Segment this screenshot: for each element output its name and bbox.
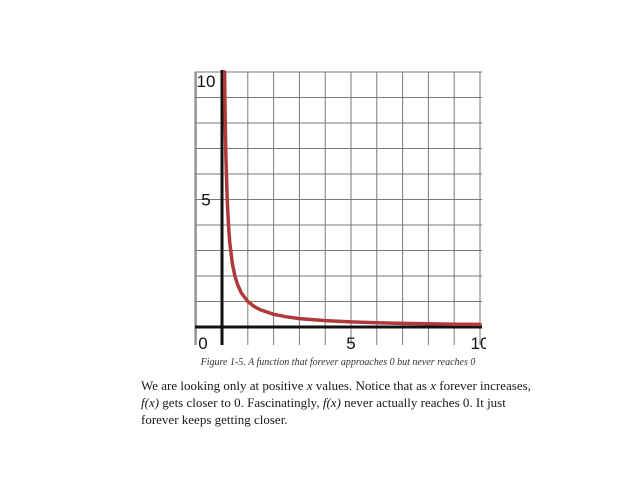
y-tick-label: 5 [201, 191, 210, 210]
y-tick-label: 10 [197, 72, 216, 91]
text-run: values. Notice that as [312, 378, 431, 393]
body-paragraph: We are looking only at positive x values… [141, 377, 561, 428]
axes [195, 70, 482, 345]
chart-svg: 0 5 10 5 10 [194, 70, 486, 353]
grid-lines [194, 71, 482, 345]
text-run: gets closer to 0. Fascinatingly, [159, 395, 323, 410]
text-run: never actually reaches 0. It just [340, 395, 506, 410]
text-run: forever increases, [436, 378, 531, 393]
function-curve [222, 70, 482, 327]
text-run: We are looking only at positive [141, 378, 307, 393]
x-tick-label: 0 [198, 334, 207, 353]
tick-labels: 0 5 10 5 10 [197, 72, 486, 353]
x-tick-label: 5 [346, 334, 355, 353]
x-tick-label: 10 [471, 334, 486, 353]
curve-layer [222, 70, 482, 327]
math-var: x [430, 378, 436, 393]
math-var: x [306, 378, 313, 393]
math-expr: f(x) [322, 395, 341, 410]
text-run: forever keeps getting closer. [141, 412, 288, 427]
figure-caption: Figure 1-5. A function that forever appr… [200, 357, 476, 368]
math-expr: f(x) [141, 395, 160, 410]
function-chart: 0 5 10 5 10 [190, 68, 486, 354]
